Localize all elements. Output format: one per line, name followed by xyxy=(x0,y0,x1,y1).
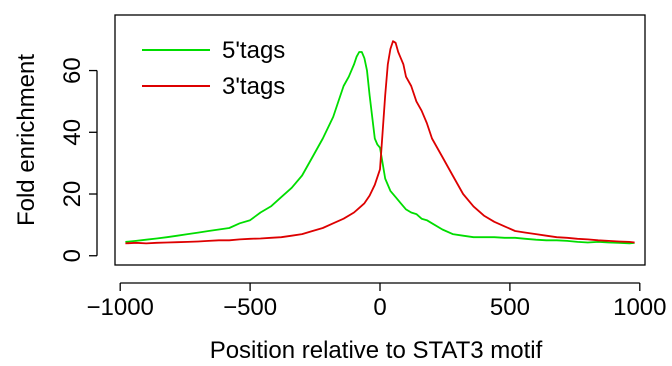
y-tick-label: 0 xyxy=(59,249,86,262)
y-tick-label: 40 xyxy=(59,119,86,146)
legend: 5'tags 3'tags xyxy=(142,37,285,100)
legend-label-3-tags: 3'tags xyxy=(222,73,285,100)
x-axis: −1000 −500 0 500 1000 xyxy=(86,282,666,321)
y-tick-label: 60 xyxy=(59,57,86,84)
x-tick-label: −1000 xyxy=(86,294,153,321)
plot-frame xyxy=(114,14,646,266)
x-axis-title: Position relative to STAT3 motif xyxy=(210,337,543,364)
y-tick-label: 20 xyxy=(59,181,86,208)
x-tick-label: 500 xyxy=(490,294,530,321)
x-tick-label: 0 xyxy=(373,294,386,321)
y-axis: 0 20 40 60 xyxy=(59,57,98,262)
series-line-5-tags xyxy=(125,51,635,245)
series-layer xyxy=(125,40,635,245)
x-tick-label: 1000 xyxy=(613,294,666,321)
series-line-3-tags xyxy=(125,40,635,245)
legend-label-5-tags: 5'tags xyxy=(222,37,285,64)
x-tick-label: −500 xyxy=(223,294,277,321)
y-axis-title: Fold enrichment xyxy=(13,54,40,226)
